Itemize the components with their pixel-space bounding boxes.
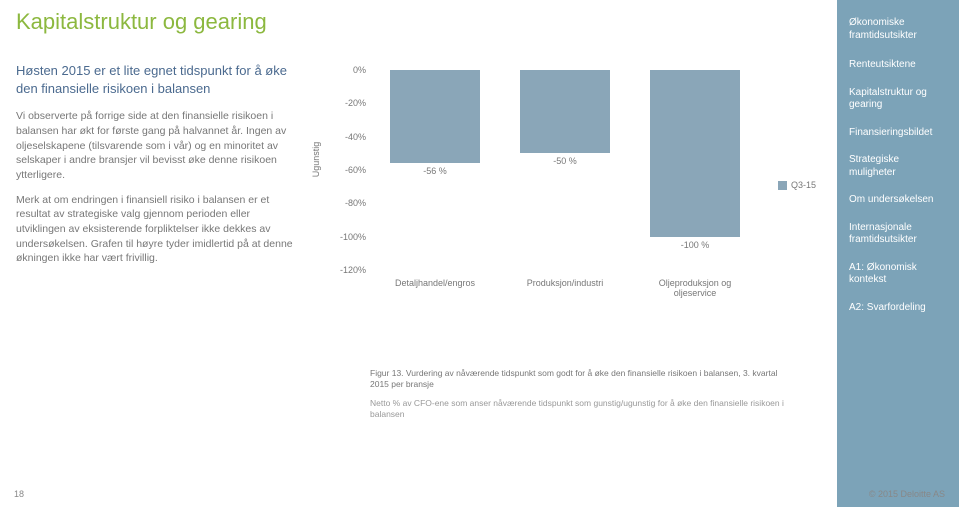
bar-value-label: -56 % [410, 166, 460, 176]
legend-label: Q3-15 [791, 180, 816, 190]
page-subtitle: Høsten 2015 er et lite egnet tidspunkt f… [16, 62, 298, 97]
bar [520, 70, 610, 153]
y-tick: -40% [334, 132, 366, 142]
page-footer: 18 © 2015 Deloitte AS [0, 489, 959, 499]
bar-value-label: -50 % [540, 156, 590, 166]
chart-legend: Q3-15 [778, 180, 816, 190]
sidebar-item[interactable]: A2: Svarfordeling [847, 295, 949, 323]
sidebar-item[interactable]: Renteutsiktene [847, 52, 949, 80]
sidebar-item[interactable]: Økonomiske framtidsutsikter [847, 10, 949, 50]
y-tick: -60% [334, 165, 366, 175]
y-tick: -120% [334, 265, 366, 275]
sidebar-item[interactable]: Internasjonale framtidsutsikter [847, 215, 949, 255]
sidebar-item[interactable]: Om undersøkelsen [847, 187, 949, 215]
figure-note: Netto % av CFO-ene som anser nåværende t… [370, 398, 790, 420]
bar-chart: Ugunstig 0%-20%-40%-60%-80%-100%-120%-56… [330, 70, 790, 310]
paragraph-2: Merk at om endringen i finansiell risiko… [16, 193, 298, 266]
sidebar-item[interactable]: Strategiske muligheter [847, 147, 949, 187]
sidebar-nav: Økonomiske framtidsutsikterRenteutsikten… [837, 0, 959, 507]
category-label: Produksjon/industri [510, 278, 620, 288]
copyright: © 2015 Deloitte AS [869, 489, 945, 499]
plot-area: 0%-20%-40%-60%-80%-100%-120%-56 %Detaljh… [370, 70, 760, 270]
y-tick: -100% [334, 232, 366, 242]
bar-value-label: -100 % [670, 240, 720, 250]
legend-swatch [778, 181, 787, 190]
slide-page: Kapitalstruktur og gearing Høsten 2015 e… [0, 0, 959, 507]
y-tick: -20% [334, 98, 366, 108]
text-column: Kapitalstruktur og gearing Høsten 2015 e… [0, 0, 310, 507]
figure-caption: Figur 13. Vurdering av nåværende tidspun… [370, 368, 790, 390]
y-axis-label: Ugunstig [311, 142, 321, 178]
paragraph-1: Vi observerte på forrige side at den fin… [16, 109, 298, 182]
bar [650, 70, 740, 237]
bar [390, 70, 480, 163]
sidebar-item[interactable]: Kapitalstruktur og gearing [847, 80, 949, 120]
category-label: Detaljhandel/engros [380, 278, 490, 288]
page-title: Kapitalstruktur og gearing [16, 10, 298, 34]
category-label: Oljeproduksjon og oljeservice [640, 278, 750, 299]
page-number: 18 [14, 489, 24, 499]
chart-column: Ugunstig 0%-20%-40%-60%-80%-100%-120%-56… [310, 0, 837, 507]
sidebar-item[interactable]: A1: Økonomisk kontekst [847, 255, 949, 295]
y-tick: -80% [334, 198, 366, 208]
y-tick: 0% [334, 65, 366, 75]
sidebar-item[interactable]: Finansieringsbildet [847, 120, 949, 148]
